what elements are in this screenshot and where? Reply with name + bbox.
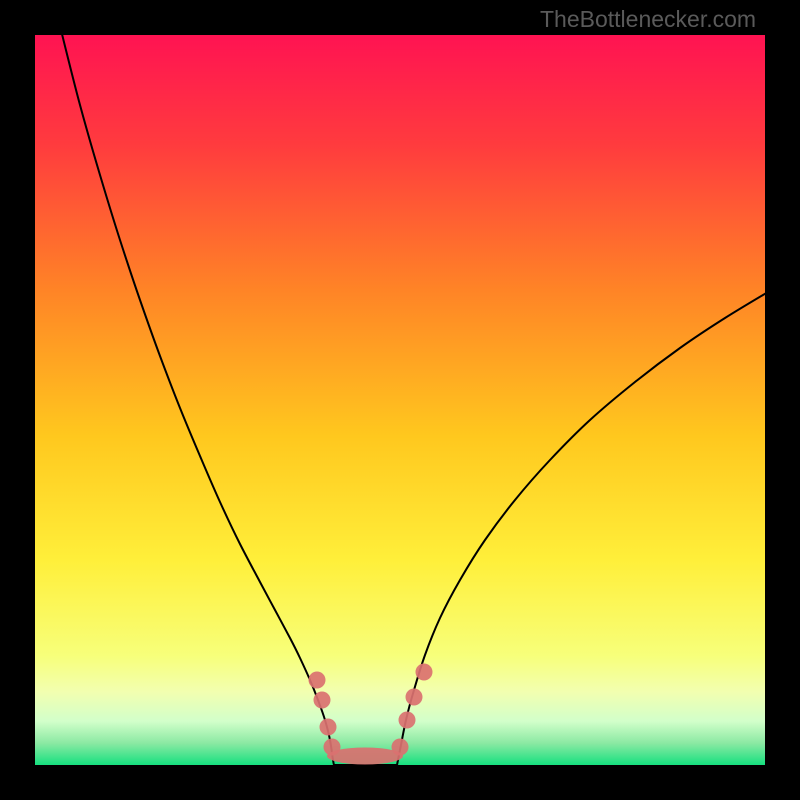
- chart-stage: TheBottlenecker.com: [0, 0, 800, 800]
- plot-gradient-background: [35, 35, 765, 765]
- watermark-text: TheBottlenecker.com: [540, 6, 756, 33]
